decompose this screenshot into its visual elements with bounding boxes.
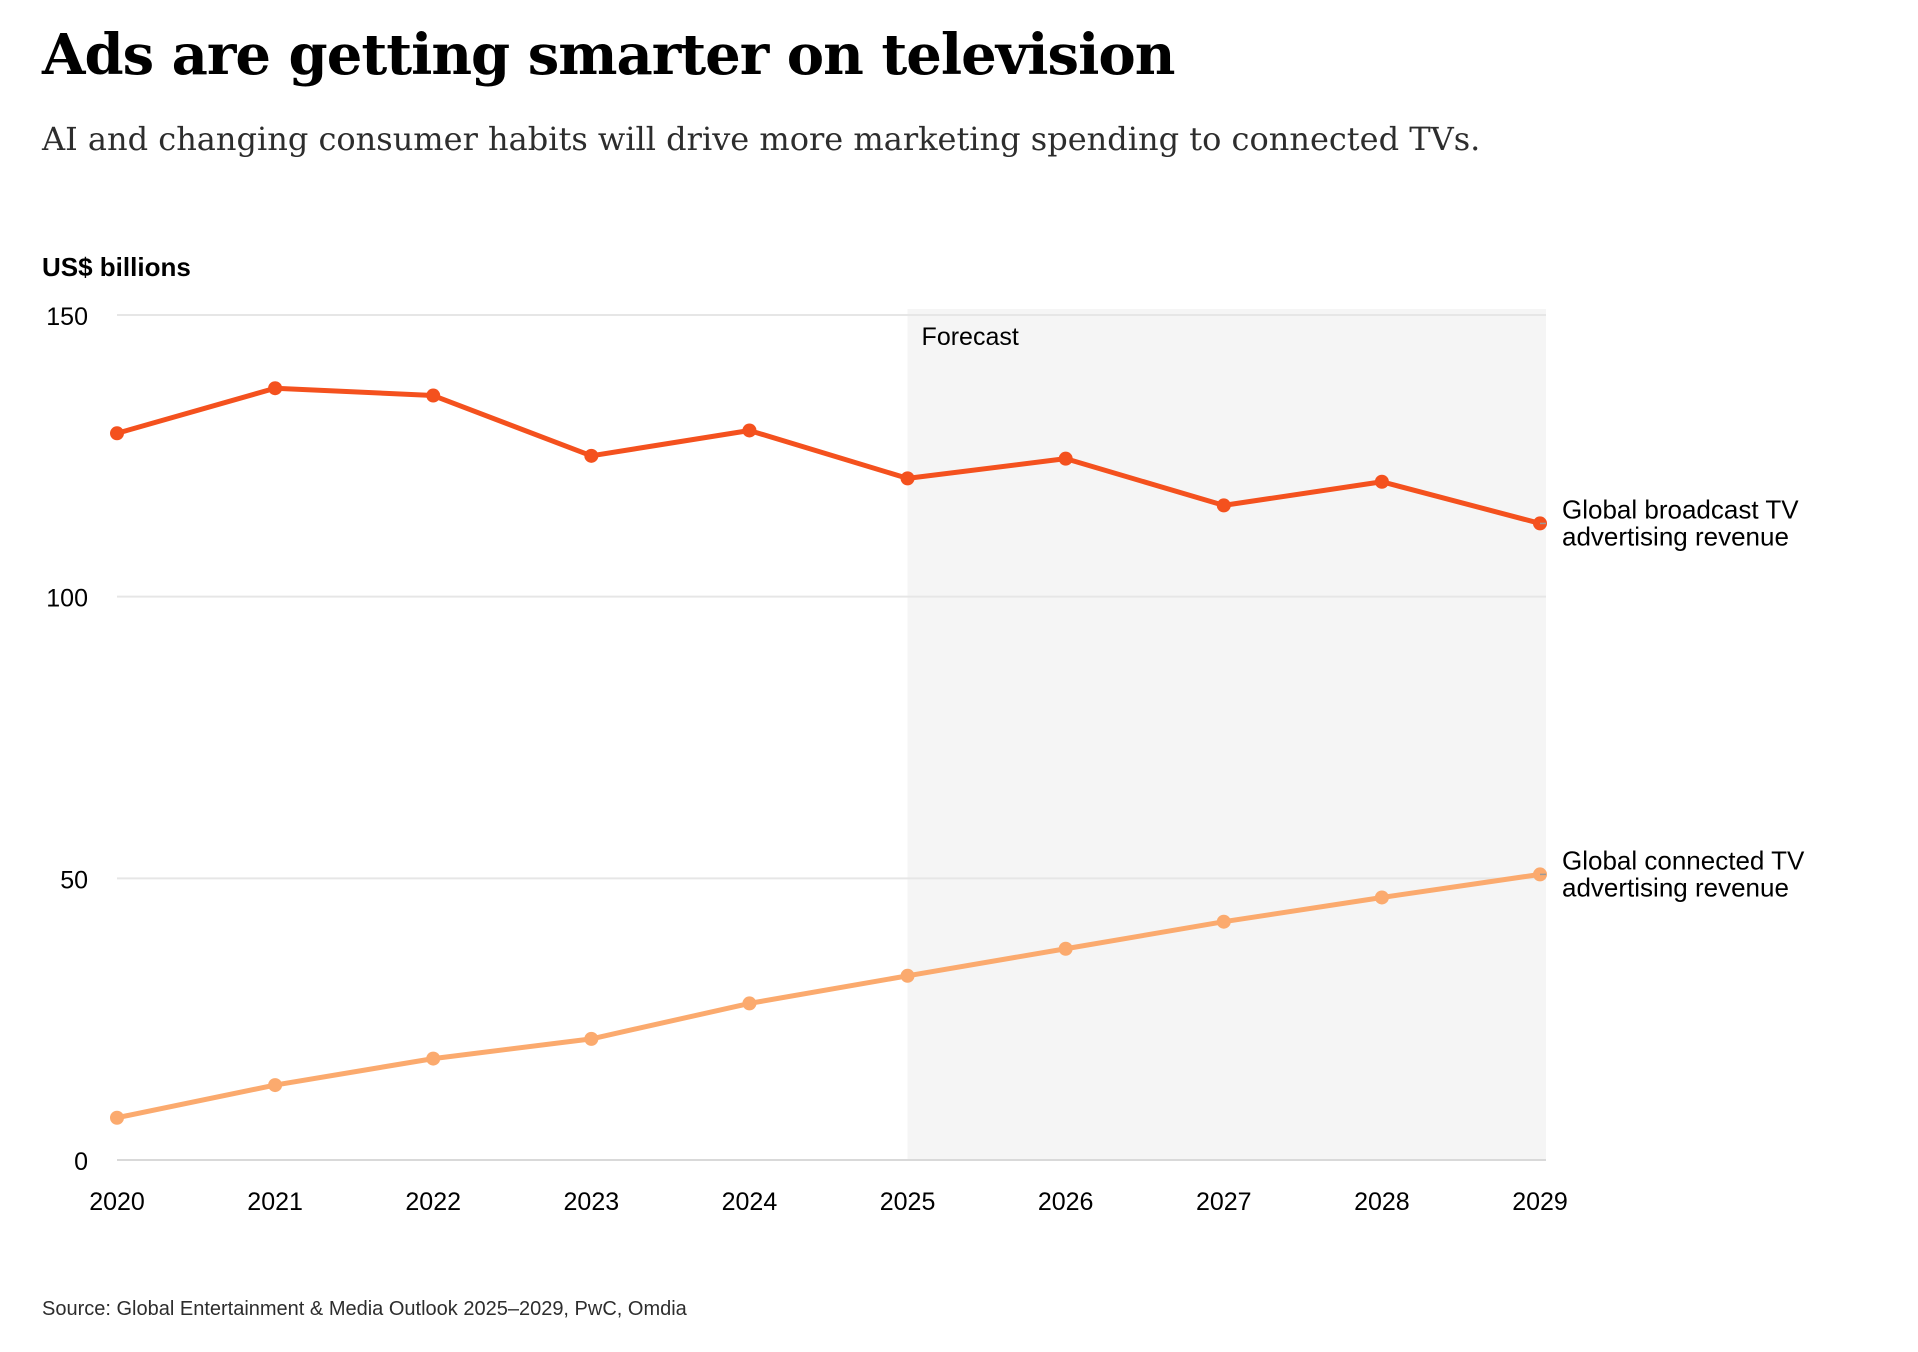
x-tick-label: 2021 (247, 1188, 303, 1216)
series-line-1 (114, 385, 1543, 526)
forecast-label: Forecast (922, 323, 1019, 351)
source-note: Source: Global Entertainment & Media Out… (42, 1298, 687, 1320)
y-tick-label: 0 (74, 1148, 88, 1176)
data-point (1058, 451, 1073, 466)
x-tick-label: 2029 (1512, 1188, 1568, 1216)
data-point (268, 381, 283, 396)
chart-title: Ads are getting smarter on television (42, 22, 1175, 88)
data-point (1216, 498, 1231, 513)
x-tick-label: 2027 (1196, 1188, 1252, 1216)
data-point (584, 1031, 599, 1046)
y-axis-label: US$ billions (42, 252, 191, 282)
forecast-region (907, 309, 1546, 1160)
x-tick-label: 2028 (1354, 1188, 1410, 1216)
x-tick-label: 2025 (880, 1188, 936, 1216)
data-point (110, 1110, 124, 1125)
x-tick-label: 2026 (1038, 1188, 1094, 1216)
data-point (900, 968, 915, 983)
x-tick-label: 2023 (564, 1188, 620, 1216)
data-point (426, 1051, 441, 1066)
data-point (742, 996, 757, 1011)
data-point (900, 471, 915, 486)
data-point (110, 426, 124, 441)
data-point (1374, 890, 1389, 905)
x-tick-label: 2020 (89, 1188, 145, 1216)
x-tick-label: 2024 (722, 1188, 778, 1216)
data-point (1058, 941, 1073, 956)
data-point (426, 388, 441, 403)
data-point (1374, 474, 1389, 489)
y-tick-label: 100 (46, 585, 88, 613)
data-point (584, 448, 599, 463)
x-tick-label: 2022 (405, 1188, 461, 1216)
y-tick-label: 50 (60, 866, 88, 894)
data-point (1216, 914, 1231, 929)
chart-subtitle: AI and changing consumer habits will dri… (42, 120, 1481, 158)
series-line-2 (114, 871, 1543, 1121)
data-point (268, 1078, 283, 1093)
series-label-1: Global broadcast TV advertising revenue (1562, 494, 1799, 551)
series-label-2: Global connected TV advertising revenue (1562, 845, 1805, 902)
y-tick-label: 150 (46, 303, 88, 331)
data-point (742, 423, 757, 438)
